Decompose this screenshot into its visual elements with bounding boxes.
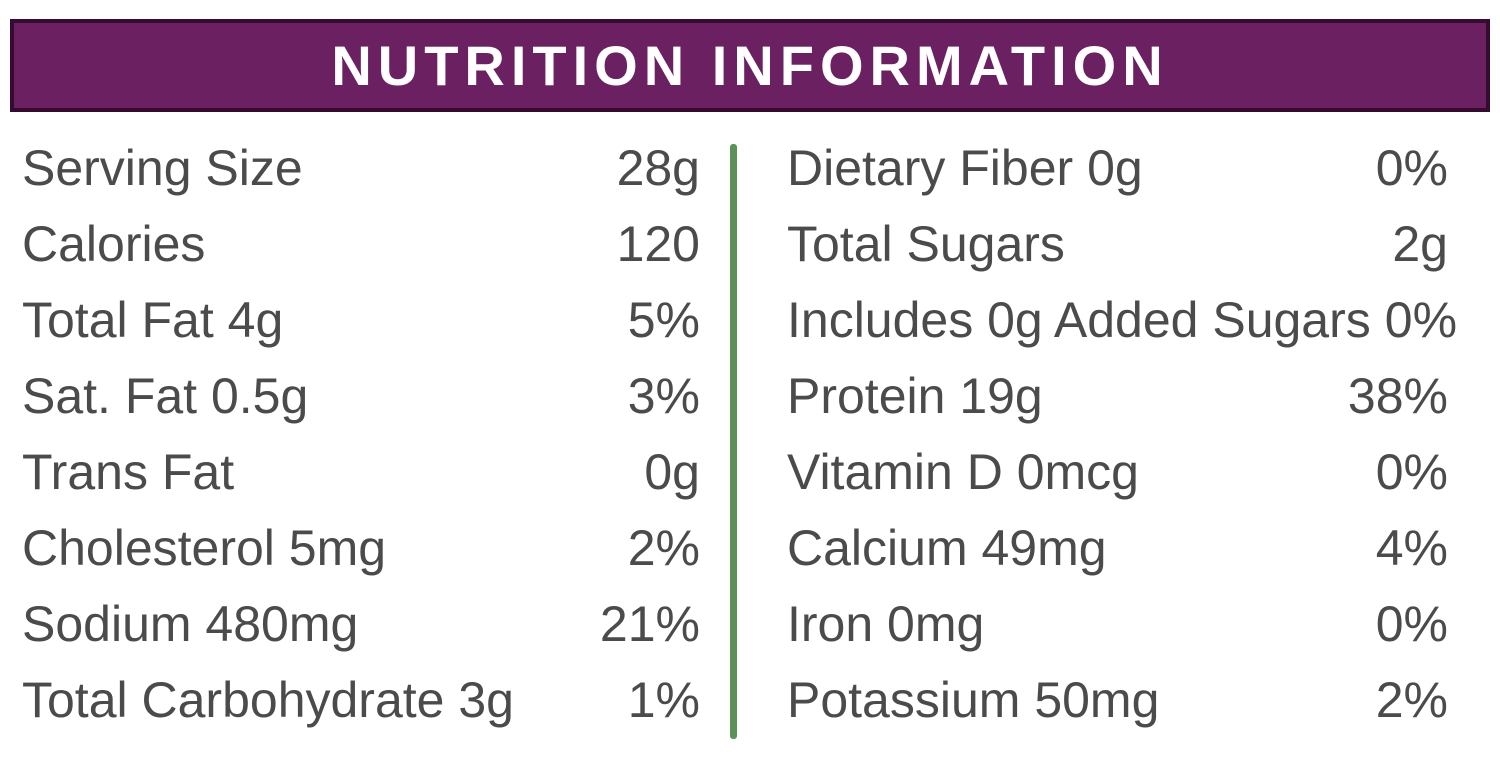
nutrient-value: 2%	[1375, 672, 1448, 728]
nutrient-row-potassium: Potassium 50mg 2%	[787, 662, 1448, 738]
nutrient-row-sodium: Sodium 480mg 21%	[22, 586, 700, 662]
nutrition-content: Serving Size 28g Calories 120 Total Fat …	[0, 130, 1500, 739]
nutrient-value: 0g	[644, 444, 700, 500]
nutrient-value: 120	[616, 216, 700, 272]
nutrient-value: 0%	[1375, 444, 1448, 500]
nutrient-value: 0%	[1375, 596, 1448, 652]
nutrient-label: Vitamin D 0mcg	[787, 444, 1139, 500]
nutrient-value: 0%	[1384, 292, 1458, 348]
nutrient-value: 0%	[1375, 140, 1448, 196]
nutrient-label: Dietary Fiber 0g	[787, 140, 1143, 196]
nutrient-value: 4%	[1375, 520, 1448, 576]
nutrient-row-dietary-fiber: Dietary Fiber 0g 0%	[787, 130, 1448, 206]
nutrient-row-calcium: Calcium 49mg 4%	[787, 510, 1448, 586]
nutrition-header-bar: NUTRITION INFORMATION	[10, 19, 1490, 112]
nutrient-label: Protein 19g	[787, 368, 1043, 424]
nutrient-label: Includes 0g Added Sugars	[787, 292, 1371, 348]
nutrient-label: Total Sugars	[787, 216, 1065, 272]
nutrient-row-total-carbohydrate: Total Carbohydrate 3g 1%	[22, 662, 700, 738]
nutrient-value: 38%	[1347, 368, 1448, 424]
nutrient-row-total-fat: Total Fat 4g 5%	[22, 282, 700, 358]
nutrient-row-calories: Calories 120	[22, 206, 700, 282]
nutrient-label: Sat. Fat 0.5g	[22, 368, 309, 424]
nutrient-label: Trans Fat	[22, 444, 235, 500]
nutrient-label: Iron 0mg	[787, 596, 985, 652]
nutrition-column-left: Serving Size 28g Calories 120 Total Fat …	[0, 130, 730, 739]
nutrient-value: 2%	[627, 520, 700, 576]
nutrient-value: 1%	[627, 672, 700, 728]
nutrient-row-sat-fat: Sat. Fat 0.5g 3%	[22, 358, 700, 434]
column-divider-rule	[730, 144, 737, 739]
nutrient-label: Potassium 50mg	[787, 672, 1160, 728]
nutrient-row-serving-size: Serving Size 28g	[22, 130, 700, 206]
nutrient-row-trans-fat: Trans Fat 0g	[22, 434, 700, 510]
nutrient-row-added-sugars: Includes 0g Added Sugars 0%	[787, 282, 1457, 358]
nutrient-value: 28g	[616, 140, 700, 196]
nutrient-row-vitamin-d: Vitamin D 0mcg 0%	[787, 434, 1448, 510]
nutrient-label: Serving Size	[22, 140, 303, 196]
nutrient-label: Calories	[22, 216, 206, 272]
nutrient-value: 2g	[1392, 216, 1448, 272]
nutrient-label: Cholesterol 5mg	[22, 520, 387, 576]
nutrient-value: 5%	[627, 292, 700, 348]
nutrient-row-cholesterol: Cholesterol 5mg 2%	[22, 510, 700, 586]
nutrition-column-right: Dietary Fiber 0g 0% Total Sugars 2g Incl…	[737, 130, 1500, 739]
nutrition-header-title: NUTRITION INFORMATION	[331, 34, 1169, 97]
nutrient-row-total-sugars: Total Sugars 2g	[787, 206, 1448, 282]
nutrient-label: Sodium 480mg	[22, 596, 359, 652]
nutrient-label: Total Carbohydrate 3g	[22, 672, 514, 728]
nutrient-row-protein: Protein 19g 38%	[787, 358, 1448, 434]
nutrient-value: 21%	[599, 596, 700, 652]
nutrient-row-iron: Iron 0mg 0%	[787, 586, 1448, 662]
nutrient-value: 3%	[627, 368, 700, 424]
nutrient-label: Total Fat 4g	[22, 292, 284, 348]
nutrient-label: Calcium 49mg	[787, 520, 1107, 576]
